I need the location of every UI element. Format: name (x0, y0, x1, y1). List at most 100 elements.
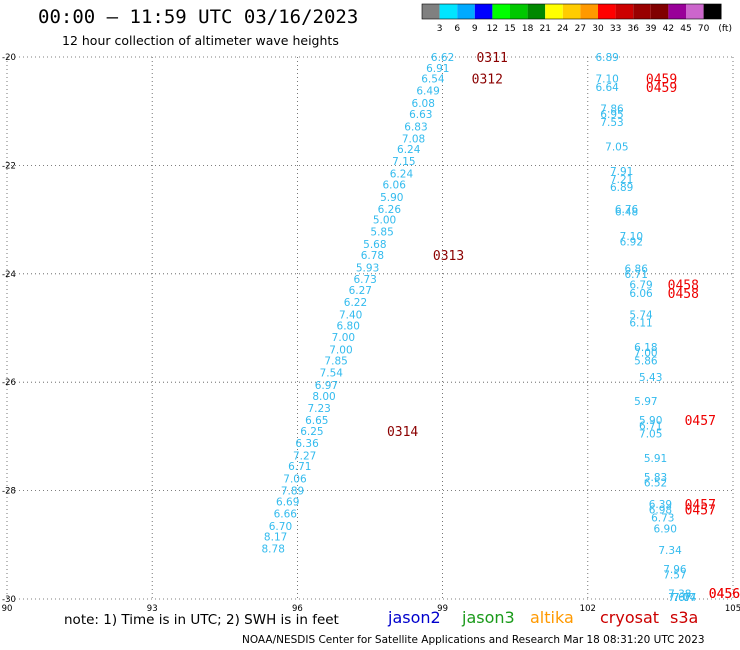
colorbar-label: 70 (698, 24, 710, 34)
colorbar-label: 30 (592, 24, 604, 34)
wave-height-label: 6.24 (390, 169, 414, 181)
colorbar-label: 42 (663, 24, 674, 34)
wave-height-label: 5.68 (363, 239, 386, 251)
wave-height-label: 6.89 (610, 182, 633, 194)
colorbar-swatch (615, 4, 634, 19)
colorbar-label: 12 (487, 24, 498, 34)
wave-height-label: 5.91 (644, 453, 667, 465)
wave-height-label: 6.64 (595, 82, 619, 94)
pass-time-labels: 0311031203130314045904590458045804570457… (387, 51, 740, 602)
colorbar-swatch (527, 4, 546, 19)
wave-height-label: 6.78 (361, 250, 384, 262)
colorbar-label: 33 (610, 24, 621, 34)
wave-height-label: 7.04 (673, 592, 697, 604)
wave-height-label: 6.90 (654, 524, 677, 536)
y-tick-label: -22 (2, 161, 16, 171)
colorbar-swatch (474, 4, 493, 19)
wave-height-label: 7.23 (307, 403, 330, 415)
wave-height-label: 5.86 (634, 356, 658, 368)
wave-height-label: 7.57 (663, 570, 686, 582)
colorbar-swatch (439, 4, 458, 19)
wave-height-label: 6.27 (349, 285, 372, 297)
pass-time-label: 0459 (646, 73, 677, 88)
wave-height-points: 6.626.916.546.496.086.636.837.086.247.15… (262, 52, 697, 604)
axis-ticks: 90 93 96 99 102 105 -20 -22 -24 -26 -28 -30 (2, 53, 740, 614)
wave-height-label: 6.91 (426, 63, 449, 75)
pass-time-label: 0456 (709, 587, 740, 602)
wave-height-label: 7.05 (605, 141, 628, 153)
pass-time-label: 0314 (387, 425, 418, 440)
wave-height-label: 6.62 (431, 52, 454, 64)
colorbar-unit: (ft) (718, 24, 732, 34)
wave-height-label: 6.48 (615, 206, 638, 218)
satellite-legend-s3a: s3a (670, 608, 699, 627)
wave-height-label: 7.00 (332, 332, 355, 344)
wave-height-label: 6.73 (651, 513, 674, 525)
wave-height-label: 5.90 (380, 192, 403, 204)
wave-height-label: 6.89 (595, 52, 618, 64)
wave-height-label: 6.63 (409, 109, 432, 121)
wave-height-label: 5.74 (629, 309, 653, 321)
wave-height-label: 6.79 (629, 280, 652, 292)
wave-height-label: 6.52 (644, 477, 667, 489)
wave-height-label: 6.73 (353, 274, 376, 286)
colorbar-swatch (457, 4, 475, 19)
wave-height-label: 7.40 (339, 309, 362, 321)
wave-height-label: 7.54 (320, 367, 344, 379)
colorbar-swatch (668, 4, 686, 19)
wave-height-label: 5.00 (373, 215, 396, 227)
wave-height-label: 5.93 (356, 262, 379, 274)
x-tick-label: 96 (292, 604, 303, 614)
x-tick-label: 105 (725, 604, 740, 614)
wave-height-label: 7.86 (600, 103, 624, 115)
wave-height-label: 6.71 (639, 421, 662, 433)
colorbar-label: 27 (575, 24, 586, 34)
colorbar-label: 24 (557, 24, 569, 34)
colorbar-swatch (703, 4, 722, 19)
chart-subtitle: 12 hour collection of altimeter wave hei… (62, 33, 339, 48)
wave-height-label: 7.15 (392, 156, 415, 168)
colorbar: 3 6 9 12 15 18 21 24 27 30 33 36 39 42 45 70 (ft) (421, 3, 732, 34)
colorbar-label: 45 (680, 24, 691, 34)
wave-height-label: 6.36 (295, 438, 319, 450)
colorbar-swatch (510, 4, 528, 19)
colorbar-swatch (580, 4, 598, 19)
pass-time-label: 0457 (685, 498, 716, 513)
wave-height-label: 7.96 (663, 564, 687, 576)
wave-height-label: 5.90 (639, 415, 662, 427)
wave-height-label: 6.69 (276, 496, 299, 508)
wave-height-label: 6.06 (629, 288, 653, 300)
wave-height-label: 6.39 (649, 499, 672, 511)
wave-height-label: 5.85 (370, 227, 393, 239)
satellite-legend-jason2: jason2 (388, 608, 441, 627)
wave-height-label: 5.83 (644, 472, 667, 484)
y-tick-label: -28 (2, 487, 16, 497)
pass-time-label: 0457 (685, 414, 716, 429)
colorbar-label: 9 (472, 24, 478, 34)
pass-time-label: 0459 (646, 81, 677, 96)
wave-height-label: 6.06 (383, 179, 407, 191)
wave-height-label: 6.71 (625, 269, 648, 281)
satellite-legend-cryosat: cryosat (600, 608, 660, 627)
colorbar-swatch (562, 4, 581, 19)
chart-title: 00:00 – 11:59 UTC 03/16/2023 (38, 6, 359, 28)
wave-height-label: 7.00 (634, 347, 657, 359)
colorbar-label: 3 (437, 24, 443, 34)
pass-time-label: 0456 (709, 587, 740, 602)
colorbar-swatch (598, 4, 616, 19)
x-tick-label: 102 (580, 604, 596, 614)
satellite-legend-altika: altika (530, 608, 574, 627)
wave-height-label: 7.91 (610, 166, 633, 178)
y-tick-label: -24 (2, 270, 16, 280)
wave-height-label: 6.18 (634, 342, 657, 354)
wave-height-label: 7.05 (639, 429, 662, 441)
y-tick-label: -26 (2, 378, 16, 388)
wave-height-label: 7.34 (658, 545, 682, 557)
wave-height-label: 6.08 (412, 98, 435, 110)
wave-height-label: 7.89 (281, 486, 304, 498)
wave-height-label: 8.17 (264, 532, 287, 544)
colorbar-label: 39 (645, 24, 657, 34)
wave-height-label: 6.25 (300, 426, 323, 438)
footer-note: note: 1) Time is in UTC; 2) SWH is in fe… (64, 612, 339, 628)
wave-height-label: 8.78 (262, 544, 285, 556)
